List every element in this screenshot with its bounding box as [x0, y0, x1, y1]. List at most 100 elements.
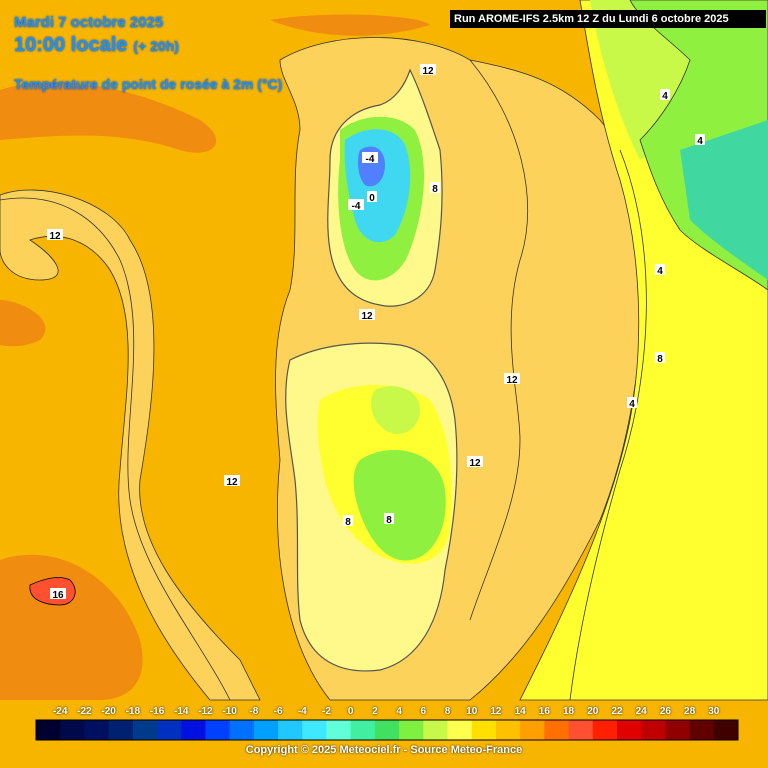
- sardinia-green-1: [371, 386, 420, 434]
- legend-color-cell: [229, 720, 255, 740]
- legend-color-cell: [36, 720, 61, 740]
- contour-label-bg: [695, 134, 705, 145]
- legend-tick-label: -20: [101, 706, 116, 717]
- legend-color-cell: [616, 720, 642, 740]
- legend-tick-label: 28: [684, 706, 696, 717]
- legend-color-cell: [253, 720, 279, 740]
- legend-color-cell: [471, 720, 497, 740]
- legend-color-cell: [278, 720, 303, 740]
- legend-tick-label: -22: [77, 706, 92, 717]
- contour-label-bg: [430, 182, 440, 193]
- contour-value-label: 0: [369, 193, 375, 204]
- legend-color-cell: [641, 720, 666, 740]
- legend-color-cell: [132, 720, 158, 740]
- contour-west: [0, 197, 231, 701]
- contour-label-bg: [655, 352, 665, 363]
- contour-value-label: 8: [345, 517, 351, 528]
- legend-tick-label: -8: [249, 706, 259, 717]
- copyright-text: Copyright © 2025 Meteociel.fr - Source M…: [245, 744, 523, 756]
- forecast-date: Mardi 7 octobre 2025: [14, 14, 164, 31]
- light-orange-swirl: [0, 189, 261, 701]
- legend-tick-label: -2: [322, 706, 331, 717]
- contour-label-bg: [467, 456, 483, 467]
- legend-color-cell: [205, 720, 231, 740]
- contour-value-label: 12: [422, 66, 434, 77]
- legend-color-cell: [374, 720, 400, 740]
- legend-tick-label: 4: [396, 706, 402, 717]
- legend-tick-label: 30: [708, 706, 720, 717]
- contour-label-bg: [655, 264, 665, 275]
- legend-tick-label: -4: [297, 706, 307, 717]
- legend-tick-label: 0: [347, 706, 354, 717]
- legend-tick-label: 8: [444, 706, 451, 717]
- legend-tick-label: 26: [659, 706, 671, 717]
- contour-label-bg: [359, 309, 375, 320]
- legend-color-cell: [181, 720, 206, 740]
- legend-tick-label: -6: [273, 706, 283, 717]
- contour-value-label: 8: [386, 515, 392, 526]
- dark-orange-streak-top: [270, 14, 430, 36]
- forecast-time-text: 10:00 locale: [14, 34, 128, 56]
- legend-color-cell: [326, 720, 352, 740]
- contour-value-label: 12: [49, 231, 61, 242]
- legend-tick-label: 10: [466, 706, 478, 717]
- legend-color-cell: [592, 720, 618, 740]
- contour-value-label: 4: [629, 399, 635, 410]
- legend-color-cell: [665, 720, 691, 740]
- legend-tick-label: 14: [514, 706, 526, 717]
- legend-tick-label: -24: [52, 706, 68, 717]
- teal-italy: [680, 120, 768, 280]
- contour-value-label: 12: [226, 477, 238, 488]
- legend-tick-label: -18: [125, 706, 141, 717]
- legend-tick-label: -10: [222, 706, 237, 717]
- color-scale-legend: [35, 719, 739, 741]
- legend-color-cell: [568, 720, 594, 740]
- forecast-offset: (+ 20h): [133, 38, 179, 54]
- contour-value-label: 16: [52, 590, 64, 601]
- contour-label-bg: [367, 191, 377, 202]
- contour-label-bg: [362, 152, 378, 163]
- legend-tick-label: 2: [372, 706, 378, 717]
- legend-color-cell: [447, 720, 473, 740]
- legend-tick-label: -14: [174, 706, 189, 717]
- contour-far-east: [569, 149, 647, 701]
- contour-label-bg: [627, 397, 637, 408]
- forecast-time: 10:00 locale (+ 20h): [14, 34, 179, 57]
- contour-east: [469, 59, 529, 621]
- legend-color-cell: [689, 720, 715, 740]
- contour-value-label: 4: [662, 91, 668, 102]
- contour-label-bg: [384, 513, 394, 524]
- legend-color-cell: [157, 720, 182, 740]
- legend-color-cell: [108, 720, 134, 740]
- legend-color-cell: [423, 720, 449, 740]
- legend-tick-label: 20: [587, 706, 599, 717]
- variable-title: Température de point de rosée à 2m (°C): [14, 76, 283, 92]
- contour-value-label: -4: [366, 154, 375, 165]
- contour-label-bg: [47, 229, 63, 240]
- contour-value-label: 4: [657, 266, 663, 277]
- run-info-banner: Run AROME-IFS 2.5km 12 Z du Lundi 6 octo…: [450, 10, 766, 28]
- contour-label-bg: [343, 515, 353, 526]
- contour-label-bg: [504, 373, 520, 384]
- legend-color-cell: [84, 720, 110, 740]
- contour-label-bg: [224, 475, 240, 486]
- legend-tick-label: 24: [635, 706, 647, 717]
- contour-label-bg: [348, 199, 364, 210]
- contour-value-label: 8: [657, 354, 663, 365]
- legend-tick-label: 6: [420, 706, 427, 717]
- contour-value-label: 12: [506, 375, 518, 386]
- legend-color-cell: [544, 720, 570, 740]
- contour-value-label: 8: [432, 184, 438, 195]
- legend-border: [35, 719, 739, 741]
- legend-tick-label: 22: [611, 706, 623, 717]
- sardinia-green-2: [353, 450, 446, 561]
- legend-color-cell: [60, 720, 85, 740]
- contour-value-label: -4: [352, 201, 361, 212]
- legend-tick-label: -16: [149, 706, 165, 717]
- contour-label-bg: [420, 64, 436, 75]
- legend-color-cell: [399, 720, 424, 740]
- legend-tick-label: -12: [198, 706, 213, 717]
- contour-value-label: 12: [469, 458, 481, 469]
- contour-label-bg: [50, 588, 66, 599]
